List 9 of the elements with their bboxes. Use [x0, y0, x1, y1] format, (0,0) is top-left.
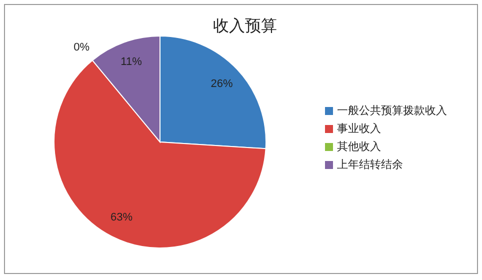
legend-label: 一般公共预算拨款收入	[337, 105, 447, 117]
data-label: 63%	[110, 212, 133, 224]
data-label: 26%	[210, 78, 234, 90]
legend-label: 其他收入	[337, 141, 381, 153]
legend-label: 事业收入	[337, 123, 381, 135]
legend-label: 上年结转结余	[337, 159, 403, 171]
text: 0%	[74, 41, 90, 54]
chart-title: 收入预算	[213, 17, 277, 35]
data-label: 11%	[120, 56, 142, 68]
